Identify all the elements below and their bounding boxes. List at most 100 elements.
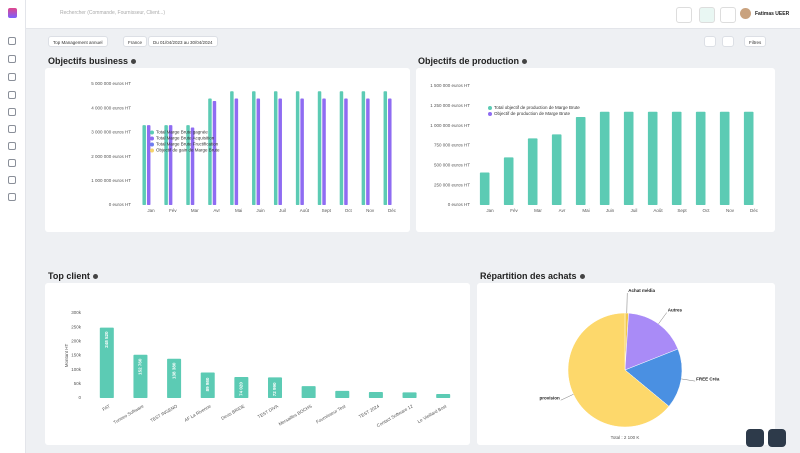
x-tick-label: Juil	[631, 208, 638, 213]
x-tick-label: FAT	[102, 403, 112, 411]
icon-button[interactable]	[704, 36, 716, 47]
nav-icon[interactable]	[8, 73, 16, 81]
topbar: Rechercher (Commande, Fournisseur, Clien…	[26, 0, 800, 29]
help-icon[interactable]	[92, 274, 98, 280]
x-tick-label: Oct	[702, 208, 710, 213]
chat-button[interactable]	[768, 429, 786, 447]
icon-button[interactable]	[699, 7, 715, 23]
bar	[273, 91, 278, 205]
y-tick-label: 1 500 000 euros HT	[430, 83, 470, 88]
pie-slice	[567, 312, 670, 428]
logo[interactable]	[8, 8, 17, 18]
y-tick-label: 750 000 euros HT	[434, 143, 470, 148]
bar	[317, 91, 322, 205]
panel-title: Top client	[48, 271, 98, 281]
user-name[interactable]: Fatimas UEER	[755, 11, 790, 17]
bar	[339, 91, 344, 205]
nav-icon[interactable]	[8, 55, 16, 63]
title-text: Répartition des achats	[480, 271, 577, 281]
icon-button[interactable]	[720, 7, 736, 23]
panel-title: Objectifs de production	[418, 56, 528, 66]
legend-label: Total Marge Brute Fructification	[156, 142, 219, 147]
x-tick-label: Fév	[169, 208, 177, 213]
bar	[383, 91, 388, 205]
x-tick-label: AF La Rivenne	[184, 403, 213, 422]
help-icon[interactable]	[131, 59, 137, 65]
bar	[164, 125, 168, 205]
x-tick-label: Sept	[322, 208, 332, 213]
bar	[142, 125, 146, 205]
chart: 0 euros HT 1 000 000 euros HT 2 000 000 eu…	[45, 68, 410, 232]
bar	[647, 111, 658, 205]
data-label: 152 760	[138, 358, 143, 375]
pie-slice	[624, 312, 679, 371]
panel-title: Objectifs business	[48, 56, 137, 66]
data-label: 74 020	[239, 382, 244, 396]
y-tick-label: 3 000 000 euros HT	[91, 130, 131, 135]
y-tick-label: 0	[78, 395, 81, 400]
avatar[interactable]	[740, 8, 751, 19]
nav-icon[interactable]	[8, 176, 16, 184]
y-tick-label: 0 euros HT	[448, 202, 471, 207]
y-tick-label: 300k	[71, 310, 82, 315]
bar	[300, 98, 304, 205]
filters-button[interactable]: Filtres	[744, 36, 767, 47]
nav-icon[interactable]	[8, 142, 16, 150]
bar	[368, 392, 383, 398]
nav-icon[interactable]	[8, 37, 16, 45]
help-icon[interactable]	[579, 274, 585, 280]
nav-icon[interactable]	[8, 91, 16, 99]
nav-icon[interactable]	[8, 108, 16, 116]
bar	[671, 111, 682, 205]
filter-country[interactable]: France	[123, 36, 148, 47]
filter-view[interactable]: Top Management annuel	[48, 36, 108, 47]
bar	[623, 111, 634, 205]
search-button[interactable]	[676, 7, 692, 23]
bar	[252, 91, 256, 205]
filter-dates[interactable]: Du 01/04/2023 au 30/04/2024	[148, 36, 218, 47]
leader-line	[681, 378, 696, 382]
help-button[interactable]	[746, 429, 764, 447]
icon-button[interactable]	[722, 36, 734, 47]
legend-label: Total objectif de production de Marge Br…	[494, 105, 580, 110]
bar	[99, 327, 114, 398]
y-tick-label: 5 000 000 euros HT	[91, 81, 131, 86]
pie-total: Total : 2 100 K	[611, 435, 640, 440]
data-label: 138 380	[171, 362, 176, 379]
x-tick-label: Mar	[191, 208, 199, 213]
nav-icon[interactable]	[8, 193, 16, 201]
bar	[436, 394, 451, 398]
x-tick-label: Mar	[534, 208, 542, 213]
x-tick-label: TEST 2024	[358, 403, 381, 419]
nav-icon[interactable]	[8, 125, 16, 133]
help-icon[interactable]	[522, 59, 528, 65]
bar	[200, 372, 215, 398]
y-tick-label: 250k	[71, 324, 82, 329]
legend-label: Total Marge Brute gagnée	[156, 130, 208, 135]
panel-title: Répartition des achats	[480, 271, 585, 281]
x-tick-label: Juin	[606, 208, 615, 213]
x-tick-label: Mai	[235, 208, 242, 213]
bar	[167, 358, 182, 398]
x-tick-label: Nov	[726, 208, 735, 213]
bar	[575, 116, 586, 205]
x-tick-label: Août	[653, 208, 663, 213]
x-tick-label: Fév	[510, 208, 518, 213]
nav-icon[interactable]	[8, 159, 16, 167]
bar	[234, 377, 249, 398]
bar	[503, 157, 514, 205]
legend-marker	[150, 130, 154, 135]
x-tick-label: Juil	[279, 208, 286, 213]
bar	[146, 125, 151, 205]
title-text: Top client	[48, 271, 90, 281]
x-tick-label: Tuneeo Software	[113, 403, 145, 425]
x-tick-label: Mersailles BOCHS	[278, 404, 313, 427]
x-tick-label: Juin	[256, 208, 265, 213]
bar	[402, 392, 417, 398]
bar	[234, 98, 239, 205]
y-tick-label: 50k	[74, 381, 82, 386]
bar	[743, 111, 754, 205]
search-input[interactable]: Rechercher (Commande, Fournisseur, Clien…	[60, 10, 166, 16]
x-tick-label: Devis BRIDE	[220, 404, 245, 421]
